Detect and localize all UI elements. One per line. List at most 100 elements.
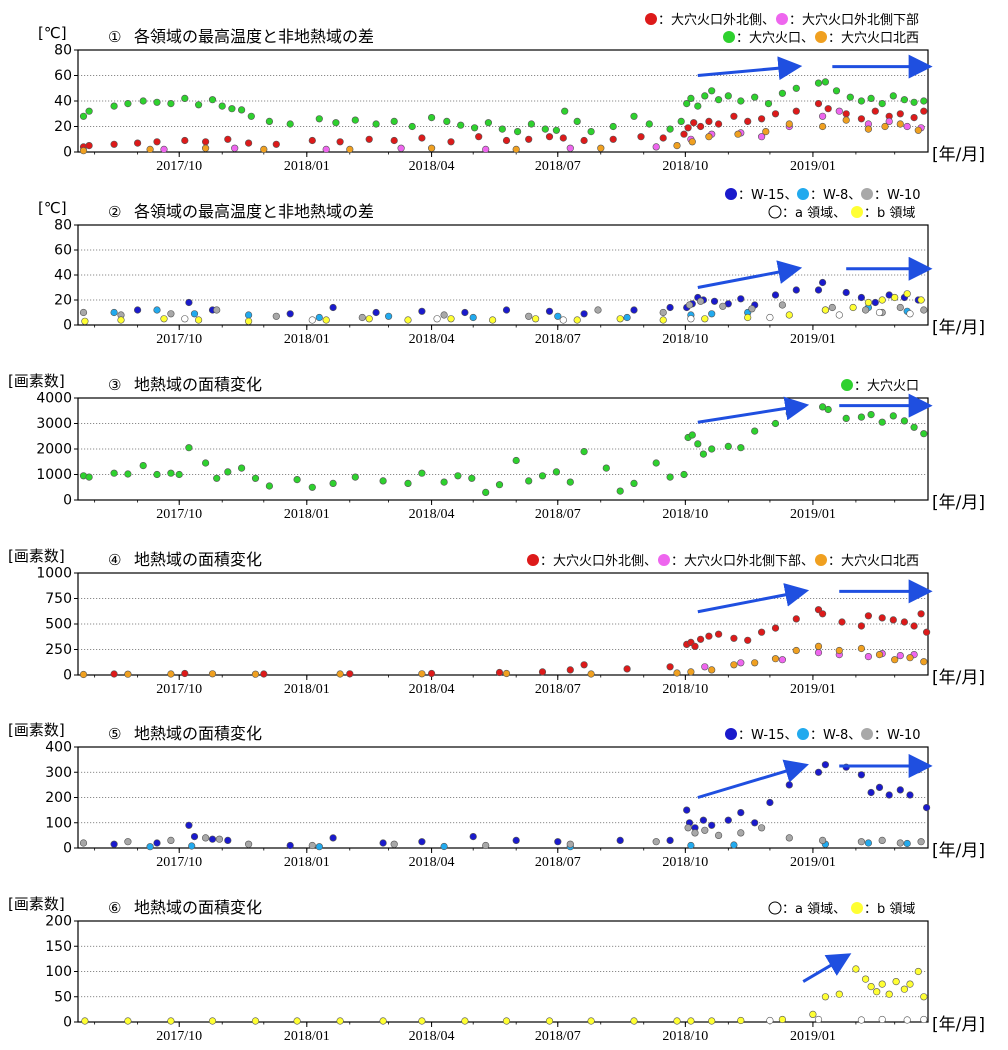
data-point — [79, 147, 88, 155]
data-point — [889, 616, 897, 624]
data-point — [673, 1017, 681, 1025]
data-point — [814, 642, 823, 651]
data-point — [896, 786, 904, 794]
data-point — [885, 117, 893, 125]
legend-marker — [797, 728, 809, 740]
data-point — [336, 138, 344, 146]
data-point — [428, 669, 436, 678]
data-point — [688, 138, 696, 146]
legend-row: ：大穴火口外北側、 ：大穴火口外北側下部 — [645, 13, 919, 28]
data-point — [917, 296, 925, 304]
data-point — [117, 316, 125, 324]
data-point — [737, 659, 745, 667]
data-point — [818, 112, 827, 120]
legend-entry: ：大穴火口 — [854, 379, 919, 394]
data-point — [573, 117, 581, 125]
legend-marker — [815, 31, 827, 43]
data-point — [744, 636, 752, 644]
legend-entry: ：W-10 — [874, 728, 921, 743]
data-point — [597, 144, 605, 152]
data-point — [714, 630, 723, 638]
series-4 — [79, 116, 922, 155]
data-point — [920, 430, 928, 438]
data-point — [708, 310, 716, 318]
panel-number: ③ — [108, 376, 121, 394]
data-point — [79, 670, 88, 679]
data-point — [623, 665, 631, 673]
data-point — [645, 120, 653, 128]
data-point — [554, 312, 562, 320]
data-point — [251, 1017, 260, 1025]
data-point — [329, 479, 337, 488]
x-tick-label: 2018/04 — [409, 855, 455, 870]
data-point — [79, 112, 88, 120]
data-point — [699, 816, 708, 824]
data-point — [457, 121, 465, 129]
data-point — [202, 138, 210, 146]
series-3 — [79, 297, 928, 322]
data-point — [447, 138, 455, 146]
data-point — [79, 308, 88, 317]
legend-row: ：大穴火口 — [841, 379, 919, 394]
data-point — [878, 980, 886, 988]
data-point — [308, 316, 316, 324]
y-tick-label: 750 — [45, 591, 72, 607]
data-point — [666, 125, 674, 133]
data-point — [889, 412, 897, 420]
data-point — [906, 310, 914, 318]
data-point — [566, 666, 574, 674]
data-point — [903, 1016, 911, 1024]
data-point — [418, 670, 426, 678]
data-point — [566, 144, 574, 152]
data-point — [687, 94, 695, 102]
data-point — [748, 305, 756, 313]
data-point — [659, 134, 667, 142]
data-point — [771, 419, 780, 428]
legend-marker — [725, 728, 737, 740]
data-point — [737, 295, 745, 303]
data-point — [730, 112, 738, 120]
panel-number: ⑥ — [108, 899, 121, 917]
x-tick-label: 2017/10 — [156, 507, 202, 522]
data-point — [85, 107, 93, 115]
data-point — [892, 977, 900, 986]
data-point — [875, 308, 884, 317]
data-point — [139, 462, 147, 470]
data-point — [418, 838, 426, 846]
legend-entry: ：W-10 — [874, 188, 921, 203]
data-point — [906, 791, 914, 799]
data-point — [652, 459, 660, 467]
data-point — [185, 298, 193, 307]
data-point — [680, 130, 688, 138]
data-point — [708, 87, 716, 95]
data-point — [864, 298, 873, 307]
legend-marker — [723, 31, 735, 43]
legend-row: ：W-15、 ：W-8、 ：W-10 — [725, 728, 921, 743]
data-point — [385, 312, 393, 320]
data-point — [315, 843, 323, 851]
data-point — [580, 448, 588, 456]
chart-panel-1: 0 20 40 60 80 2017/10 2018/01 2018/04 2018/07 201… — [38, 13, 985, 174]
x-tick-label: 2018/10 — [662, 682, 708, 697]
data-point — [814, 99, 823, 108]
data-point — [609, 135, 617, 143]
data-point — [167, 670, 175, 678]
data-point — [469, 313, 477, 322]
series-2 — [79, 99, 928, 151]
data-point — [842, 288, 850, 297]
legend-row: ：a 領域、 ：b 領域 — [768, 205, 915, 221]
data-point — [705, 117, 713, 125]
data-point — [495, 481, 504, 489]
data-point — [785, 311, 793, 319]
data-point — [744, 313, 752, 322]
data-point — [906, 980, 914, 988]
data-point — [351, 473, 359, 481]
data-point — [842, 116, 850, 124]
data-point — [110, 140, 118, 148]
y-tick-label: 400 — [45, 740, 72, 756]
data-point — [900, 618, 909, 626]
x-tick-label: 2018/01 — [284, 1029, 330, 1044]
data-point — [814, 79, 823, 87]
data-point — [224, 468, 232, 476]
legend-entry: ：b 領域 — [864, 205, 915, 221]
